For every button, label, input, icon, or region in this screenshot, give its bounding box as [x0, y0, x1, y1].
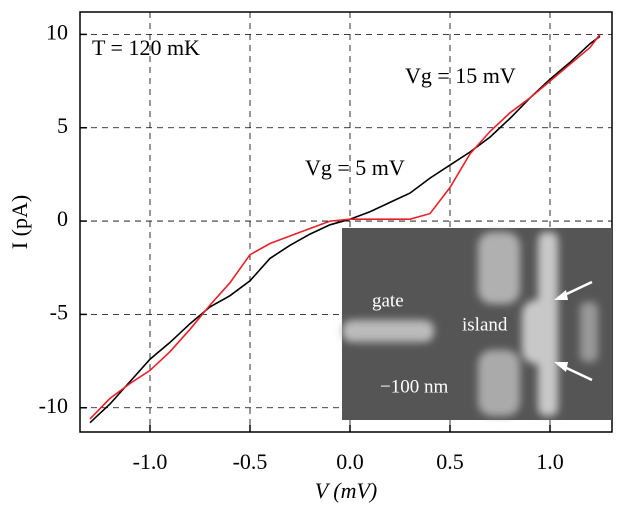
data-line: [89, 33, 601, 420]
plot-frame: [79, 11, 613, 433]
x-tick-label: 1.0: [536, 449, 564, 474]
y-tick-label: 5: [57, 113, 68, 138]
x-axis-label: V (mV): [315, 478, 378, 503]
y-tick-label: -10: [39, 393, 68, 418]
inset-label: gate: [372, 290, 404, 311]
x-tick-label: -1.0: [133, 449, 168, 474]
series-label: Vg = 15 mV: [405, 63, 516, 88]
y-axis-label: I (pA): [7, 195, 32, 249]
x-tick-label: 0.5: [436, 449, 464, 474]
annotation: T = 120 mK: [92, 35, 200, 60]
inset-features: [342, 232, 598, 416]
y-tick-label: -5: [50, 299, 68, 324]
inset-image: gate island −100 nm: [342, 228, 612, 420]
y-tick-label: 10: [46, 19, 68, 44]
x-tick-label: -0.5: [233, 449, 268, 474]
series-label: Vg = 5 mV: [305, 155, 405, 180]
inset-label: −100 nm: [380, 376, 448, 397]
x-tick-label: 0.0: [336, 449, 364, 474]
inset-label: island: [462, 314, 508, 335]
y-tick-label: 0: [57, 206, 68, 231]
